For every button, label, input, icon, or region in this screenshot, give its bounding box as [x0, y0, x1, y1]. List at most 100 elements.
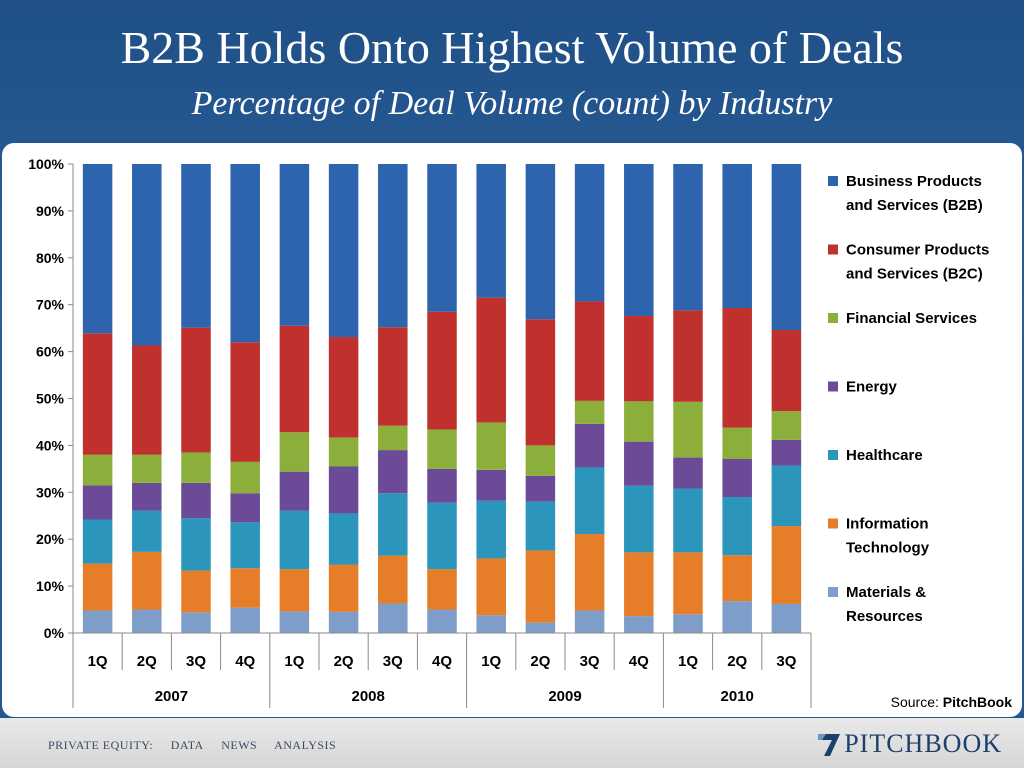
bar-segment-0-7 [427, 609, 457, 633]
bar-segment-3-12 [673, 457, 703, 489]
bar-segment-2-14 [771, 465, 802, 527]
legend-swatch [828, 313, 838, 323]
source-note: Source: PitchBook [891, 694, 1012, 710]
legend-label: Resources [846, 608, 923, 625]
bar-segment-1-1 [132, 551, 162, 610]
footer-nav-analysis[interactable]: ANALYSIS [274, 738, 337, 752]
bar-segment-3-9 [525, 475, 556, 502]
bar-segment-2-7 [427, 502, 457, 570]
bar-segment-3-0 [82, 485, 113, 520]
bar-segment-4-9 [525, 445, 556, 476]
bar-segment-6-5 [328, 164, 359, 338]
bar-segment-5-7 [427, 311, 457, 430]
x-tick-label: 4Q [235, 653, 255, 670]
footer-nav: PRIVATE EQUITY: DATA NEWS ANALYSIS [48, 738, 350, 753]
x-tick-label: 1Q [284, 653, 304, 670]
bar-segment-2-1 [132, 510, 162, 552]
legend-swatch [828, 381, 838, 392]
group-label: 2007 [155, 688, 188, 705]
legend-swatch [828, 587, 838, 597]
x-tick-label: 3Q [776, 653, 796, 670]
bar-segment-5-2 [181, 327, 211, 453]
bar-segment-2-11 [624, 485, 654, 553]
legend-label: and Services (B2C) [846, 266, 983, 283]
bar-segment-4-2 [181, 452, 211, 483]
group-label: 2009 [548, 688, 581, 705]
bar-segment-0-5 [328, 611, 359, 633]
bar-segment-1-9 [525, 550, 556, 623]
bar-segment-3-13 [722, 459, 752, 497]
bar-segment-3-8 [476, 469, 506, 501]
bar-segment-6-0 [82, 164, 113, 334]
bar-segment-6-8 [476, 164, 506, 298]
x-tick-label: 1Q [678, 653, 698, 670]
bar-segment-5-13 [722, 307, 752, 428]
y-tick-label: 70% [36, 297, 65, 313]
source-label: Source: [890, 694, 943, 710]
bar-segment-5-14 [771, 330, 802, 412]
bar-segment-0-3 [230, 607, 260, 633]
bar-segment-4-4 [279, 432, 310, 472]
bar-segment-0-8 [476, 615, 506, 633]
bar-segment-5-1 [132, 345, 162, 455]
bar-segment-5-4 [279, 325, 310, 433]
pitchbook-logo-icon [818, 734, 841, 756]
bar-segment-0-9 [525, 622, 556, 633]
bar-segment-1-14 [771, 526, 802, 604]
bar-segment-5-8 [476, 297, 506, 423]
legend-swatch [828, 450, 838, 460]
bar-segment-2-3 [230, 522, 260, 569]
x-tick-label: 3Q [383, 653, 403, 670]
y-tick-label: 100% [28, 156, 64, 172]
legend-label: Financial Services [846, 310, 977, 327]
bar-segment-2-6 [378, 493, 408, 556]
pitchbook-logo-text: PITCHBOOK [844, 729, 1002, 758]
legend-label: and Services (B2B) [846, 197, 983, 214]
x-tick-label: 1Q [481, 653, 501, 670]
bar-segment-4-8 [476, 422, 506, 470]
y-tick-label: 20% [36, 531, 65, 547]
bar-segment-6-14 [771, 164, 802, 331]
bar-segment-6-11 [624, 164, 654, 316]
slide-subtitle: Percentage of Deal Volume (count) by Ind… [191, 85, 833, 122]
bar-segment-1-0 [82, 563, 113, 611]
x-tick-label: 1Q [88, 653, 108, 670]
legend-label: Energy [846, 379, 898, 396]
chart-panel: 0% 10% 20% 30% 40% 50% 60% 70% 80% 90% 100% 1Q 2Q 3Q 4… [2, 143, 1022, 717]
footer-nav-data[interactable]: DATA [170, 738, 204, 752]
x-tick-label: 2Q [334, 653, 354, 670]
y-tick-label: 90% [36, 203, 65, 219]
bar-segment-6-4 [279, 164, 310, 326]
bar-segment-2-12 [673, 488, 703, 553]
bar-segment-6-13 [722, 164, 752, 308]
legend-label: Materials & [846, 584, 926, 601]
bar-segment-2-10 [574, 467, 605, 535]
bar-segment-0-0 [82, 610, 113, 633]
bar-segment-3-7 [427, 468, 457, 503]
legend-label: Healthcare [846, 447, 923, 464]
bar-segment-2-9 [525, 501, 556, 551]
bar-segment-0-4 [279, 611, 310, 633]
legend-swatch [828, 518, 838, 529]
bar-segment-1-13 [722, 555, 752, 602]
footer-nav-news[interactable]: NEWS [221, 738, 258, 752]
bar-segment-4-7 [427, 429, 457, 469]
bar-segment-1-5 [328, 564, 359, 612]
bar-segment-4-10 [574, 400, 605, 424]
bar-segment-5-11 [624, 315, 654, 402]
group-label: 2010 [721, 688, 754, 705]
bar-segment-5-3 [230, 342, 260, 462]
bar-segment-0-6 [378, 603, 408, 633]
bar-segment-1-12 [673, 552, 703, 615]
bar-segment-4-6 [378, 425, 408, 451]
legend-swatch [828, 176, 838, 186]
bar-segment-4-0 [82, 454, 113, 486]
x-tick-label: 4Q [629, 653, 649, 670]
legend-label: Consumer Products [846, 242, 989, 259]
x-tick-label: 3Q [186, 653, 206, 670]
y-tick-label: 80% [36, 250, 65, 266]
bar-segment-5-6 [378, 327, 408, 426]
bar-segment-2-5 [328, 513, 359, 565]
bar-segment-6-7 [427, 164, 457, 312]
bar-segment-6-3 [230, 164, 260, 343]
